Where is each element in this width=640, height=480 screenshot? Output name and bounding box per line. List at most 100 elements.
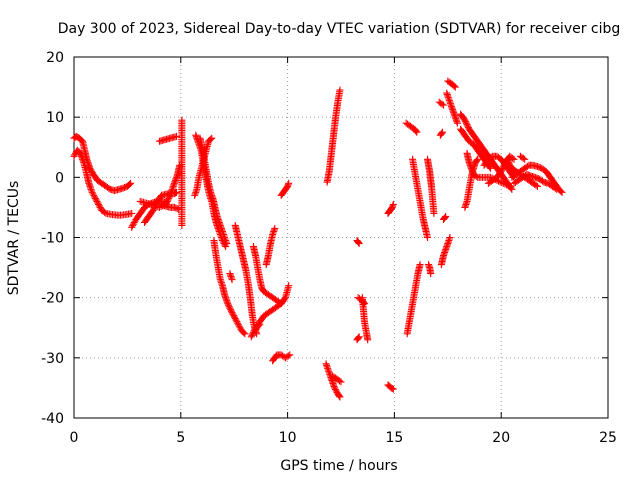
data-point [427, 270, 435, 278]
data-point [451, 83, 459, 91]
data-point [413, 128, 421, 136]
data-point [553, 185, 561, 193]
data-point [164, 196, 172, 204]
data-point [354, 239, 362, 247]
data-point [230, 312, 238, 320]
data-point [88, 188, 96, 196]
data-points [70, 77, 566, 401]
data-point [430, 209, 438, 217]
data-point [93, 197, 101, 205]
x-tick-label: 5 [176, 430, 185, 446]
data-point [241, 330, 249, 338]
data-point [463, 121, 471, 129]
x-tick-labels: 0 5 10 15 20 25 [70, 430, 617, 446]
y-axis-label: SDTVAR / TECUs [6, 181, 22, 296]
data-point [236, 324, 244, 332]
data-point [497, 167, 505, 175]
data-point [284, 352, 292, 360]
data-point [424, 234, 432, 241]
data-point [473, 156, 481, 164]
data-point [450, 82, 458, 90]
data-point [464, 122, 472, 130]
data-point [498, 179, 506, 187]
data-point [128, 209, 136, 217]
data-point [499, 179, 507, 187]
data-point [227, 307, 235, 315]
data-point [442, 212, 450, 220]
data-point [230, 313, 238, 321]
data-point [240, 329, 248, 337]
data-point [438, 128, 446, 136]
data-point [256, 321, 264, 329]
data-point [234, 319, 242, 327]
data-point [235, 322, 243, 330]
data-point [171, 189, 179, 197]
data-point [388, 385, 396, 393]
data-point [129, 222, 137, 230]
data-point [228, 276, 236, 284]
data-point [416, 261, 424, 269]
data-point [499, 164, 507, 172]
data-point [331, 385, 339, 393]
data-point [337, 378, 345, 386]
data-point [271, 224, 279, 232]
data-point [486, 163, 494, 171]
data-point [332, 387, 340, 395]
data-point [101, 208, 109, 216]
data-point [558, 188, 566, 196]
data-point [208, 134, 216, 142]
data-point [354, 334, 362, 342]
data-point [286, 351, 294, 359]
data-point [91, 193, 99, 201]
x-tick-label: 20 [492, 430, 510, 446]
data-point [331, 384, 339, 392]
y-tick-label: 0 [55, 170, 64, 186]
data-point [165, 194, 173, 202]
data-point [453, 119, 461, 127]
data-point [173, 205, 181, 213]
data-point [335, 392, 343, 400]
data-point [96, 203, 104, 211]
data-point [91, 194, 99, 202]
y-tick-label: 10 [46, 110, 64, 126]
data-point [207, 135, 215, 143]
data-point [126, 180, 134, 188]
data-point [389, 385, 397, 393]
axis-ticks [73, 56, 609, 419]
data-point [438, 129, 446, 137]
data-point [355, 333, 363, 341]
data-point [285, 282, 293, 290]
data-point [534, 182, 542, 190]
data-point [496, 178, 504, 186]
data-point [94, 199, 102, 207]
data-point [446, 234, 454, 241]
data-point [510, 155, 518, 163]
data-point [506, 182, 514, 190]
data-point [130, 219, 138, 227]
data-point [70, 152, 78, 160]
x-tick-label: 10 [279, 430, 297, 446]
data-point [336, 86, 344, 94]
data-point [173, 132, 181, 140]
data-point [232, 316, 240, 324]
data-point [355, 240, 363, 248]
data-point [223, 240, 231, 248]
data-point [247, 333, 255, 341]
data-point [249, 330, 257, 338]
data-point [462, 119, 470, 127]
data-point [178, 221, 186, 229]
data-point [165, 193, 173, 201]
data-point [127, 179, 135, 187]
data-point [557, 187, 565, 195]
data-point [95, 202, 103, 210]
y-tick-label: -10 [41, 231, 64, 247]
data-point [71, 151, 79, 159]
x-axis-label: GPS time / hours [280, 458, 397, 474]
y-tick-label: -20 [41, 291, 64, 307]
data-point [228, 309, 236, 317]
data-point [128, 223, 136, 231]
data-point [551, 184, 559, 192]
data-point [233, 318, 241, 326]
data-point [461, 116, 469, 124]
